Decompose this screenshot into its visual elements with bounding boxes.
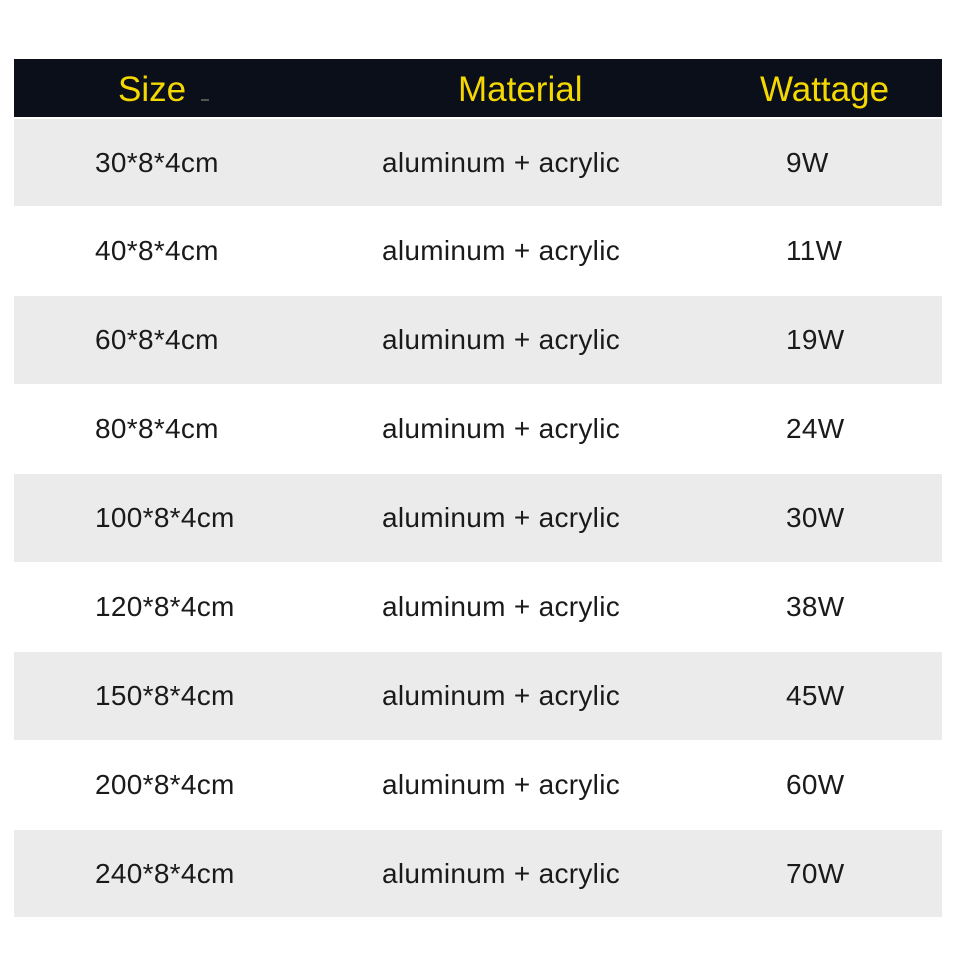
size-cell: 40*8*4cm (95, 235, 219, 266)
size-cell: 30*8*4cm (95, 146, 219, 178)
size-cell: 60*8*4cm (95, 324, 219, 355)
material-cell: aluminum + acrylic (382, 235, 621, 266)
wattage-cell: 60W (786, 769, 845, 800)
table-row: 200*8*4cm aluminum + acrylic 60W (14, 740, 942, 830)
material-cell: aluminum + acrylic (382, 413, 621, 444)
wattage-cell: 38W (786, 591, 845, 622)
material-cell: aluminum + acrylic (382, 146, 621, 178)
header-material: Material (458, 70, 583, 109)
material-cell: aluminum + acrylic (382, 857, 621, 889)
material-cell: aluminum + acrylic (382, 769, 621, 800)
table-header: Size Material Wattage (14, 59, 942, 117)
table-row: 100*8*4cm aluminum + acrylic 30W (14, 474, 942, 562)
table-row: 120*8*4cm aluminum + acrylic 38W (14, 562, 942, 652)
size-cell: 100*8*4cm (95, 502, 235, 533)
wattage-cell: 9W (786, 146, 829, 178)
table-row: 40*8*4cm aluminum + acrylic 11W (14, 206, 942, 296)
size-cell: 240*8*4cm (95, 857, 235, 889)
wattage-cell: 11W (786, 235, 843, 266)
table-row: 150*8*4cm aluminum + acrylic 45W (14, 652, 942, 740)
wattage-cell: 24W (786, 413, 845, 444)
header-wattage: Wattage (760, 70, 890, 109)
table-row: 60*8*4cm aluminum + acrylic 19W (14, 296, 942, 384)
material-cell: aluminum + acrylic (382, 324, 621, 355)
header-size: Size (118, 70, 187, 109)
table-row: 30*8*4cm aluminum + acrylic 9W (14, 119, 942, 206)
material-cell: aluminum + acrylic (382, 680, 621, 711)
table-row: 240*8*4cm aluminum + acrylic 70W (14, 830, 942, 917)
size-cell: 200*8*4cm (95, 769, 235, 800)
wattage-cell: 19W (786, 324, 845, 355)
size-cell: 120*8*4cm (95, 591, 235, 622)
size-cell: 80*8*4cm (95, 413, 219, 444)
cursor-mark (201, 99, 209, 101)
wattage-cell: 70W (786, 857, 845, 889)
wattage-cell: 45W (786, 680, 845, 711)
wattage-cell: 30W (786, 502, 845, 533)
material-cell: aluminum + acrylic (382, 502, 621, 533)
size-cell: 150*8*4cm (95, 680, 235, 711)
material-cell: aluminum + acrylic (382, 591, 621, 622)
table-row: 80*8*4cm aluminum + acrylic 24W (14, 384, 942, 474)
